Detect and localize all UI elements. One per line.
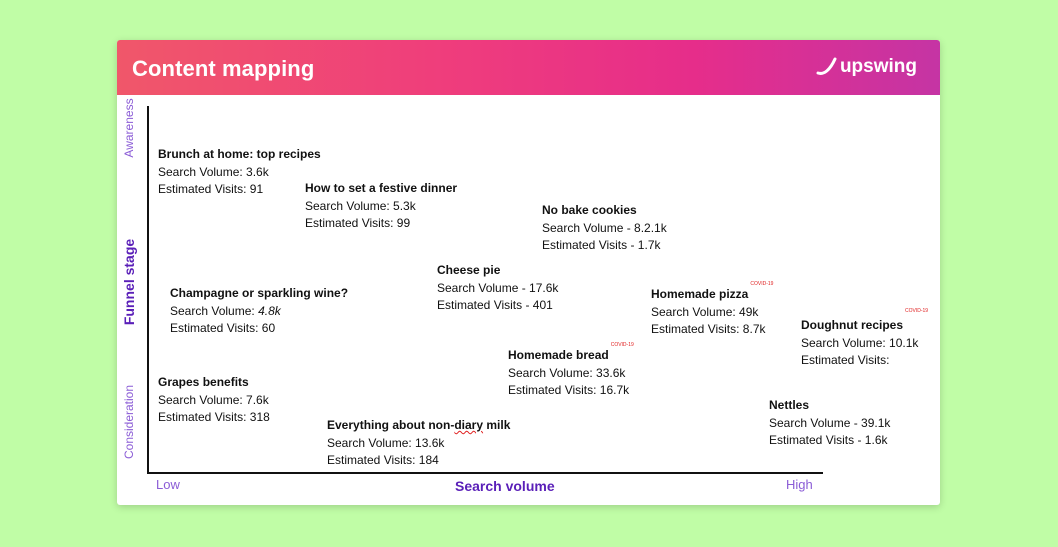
item-volume: Search Volume - 8.2.1k — [542, 220, 667, 235]
x-axis-line — [147, 472, 823, 474]
content-item-no-bake-cookies: No bake cookies Search Volume - 8.2.1k E… — [542, 202, 667, 255]
content-item-doughnut-recipes: Doughnut recipesCOVID-19 Search Volume: … — [801, 308, 928, 370]
item-volume: Search Volume - 17.6k — [437, 280, 559, 295]
item-visits: Estimated Visits: 16.7k — [508, 383, 630, 397]
item-volume: Search Volume: 13.6k — [327, 435, 445, 450]
item-visits: Estimated Visits: 99 — [305, 216, 411, 230]
swoosh-icon — [816, 57, 837, 75]
content-item-festive-dinner: How to set a festive dinner Search Volum… — [305, 180, 457, 233]
item-title: How to set a festive dinner — [305, 181, 458, 195]
item-visits: Estimated Visits - 401 — [437, 298, 553, 312]
item-title: Homemade bread — [508, 348, 609, 362]
item-volume-value: 4.8k — [258, 303, 281, 318]
item-title-misspelled-word: diary — [454, 418, 484, 432]
item-title: Nettles — [769, 398, 810, 412]
item-visits: Estimated Visits - 1.7k — [542, 238, 661, 252]
y-axis-line — [147, 106, 149, 473]
item-title-end: milk — [483, 418, 511, 432]
covid-badge: COVID-19 — [610, 342, 634, 348]
y-axis-bottom-label: Consideration — [122, 384, 136, 460]
item-title: Grapes benefits — [158, 375, 249, 389]
item-title: Brunch at home: top recipes — [158, 147, 321, 161]
header-bar: Content mapping upswing — [117, 40, 940, 95]
y-axis-top-label: Awareness — [122, 98, 136, 158]
content-mapping-card: Content mapping upswing Funnel stage Awa… — [117, 40, 940, 505]
item-visits: Estimated Visits: 91 — [158, 182, 264, 196]
item-volume: Search Volume: 4.8k — [170, 303, 348, 321]
item-title: Champagne or sparkling wine? — [170, 286, 349, 300]
x-axis-title: Search volume — [455, 478, 555, 494]
content-item-homemade-pizza: Homemade pizzaCOVID-19 Search Volume: 49… — [651, 281, 773, 339]
content-item-grapes-benefits: Grapes benefits Search Volume: 7.6k Esti… — [158, 374, 270, 427]
item-volume: Search Volume: 49k — [651, 304, 759, 319]
page-title: Content mapping — [132, 56, 315, 81]
content-item-cheese-pie: Cheese pie Search Volume - 17.6k Estimat… — [437, 262, 558, 315]
item-volume: Search Volume: 5.3k — [305, 198, 416, 213]
content-item-nettles: Nettles Search Volume - 39.1k Estimated … — [769, 397, 890, 450]
item-visits: Estimated Visits: 184 — [327, 453, 439, 467]
x-axis-low-label: Low — [156, 477, 180, 492]
content-item-champagne: Champagne or sparkling wine? Search Volu… — [170, 285, 348, 338]
item-volume: Search Volume: 33.6k — [508, 365, 626, 380]
item-title: No bake cookies — [542, 203, 637, 217]
item-visits: Estimated Visits: — [801, 353, 890, 367]
item-title: Cheese pie — [437, 263, 501, 277]
content-item-non-dairy-milk: Everything about non-diary milk Search V… — [327, 417, 510, 470]
content-item-brunch: Brunch at home: top recipes Search Volum… — [158, 146, 321, 199]
y-axis-title: Funnel stage — [121, 238, 137, 326]
logo-text: upswing — [839, 56, 917, 77]
item-visits: Estimated Visits: 8.7k — [651, 322, 766, 336]
upswing-logo: upswing — [816, 53, 917, 81]
covid-badge: COVID-19 — [750, 281, 774, 287]
item-visits: Estimated Visits: 318 — [158, 410, 270, 424]
item-title: Homemade pizza — [651, 287, 749, 301]
item-volume: Search Volume: 7.6k — [158, 392, 269, 407]
item-volume-label: Search Volume: — [170, 303, 259, 318]
item-visits: Estimated Visits - 1.6k — [769, 433, 888, 447]
content-item-homemade-bread: Homemade breadCOVID-19 Search Volume: 33… — [508, 342, 634, 400]
item-volume: Search Volume - 39.1k — [769, 415, 891, 430]
x-axis-high-label: High — [786, 477, 813, 492]
item-volume: Search Volume: 10.1k — [801, 335, 919, 350]
item-visits: Estimated Visits: 60 — [170, 321, 276, 335]
item-title-start: Everything about non- — [327, 418, 455, 432]
covid-badge: COVID-19 — [905, 308, 929, 314]
item-title: Doughnut recipes — [801, 318, 904, 332]
item-volume: Search Volume: 3.6k — [158, 164, 269, 179]
